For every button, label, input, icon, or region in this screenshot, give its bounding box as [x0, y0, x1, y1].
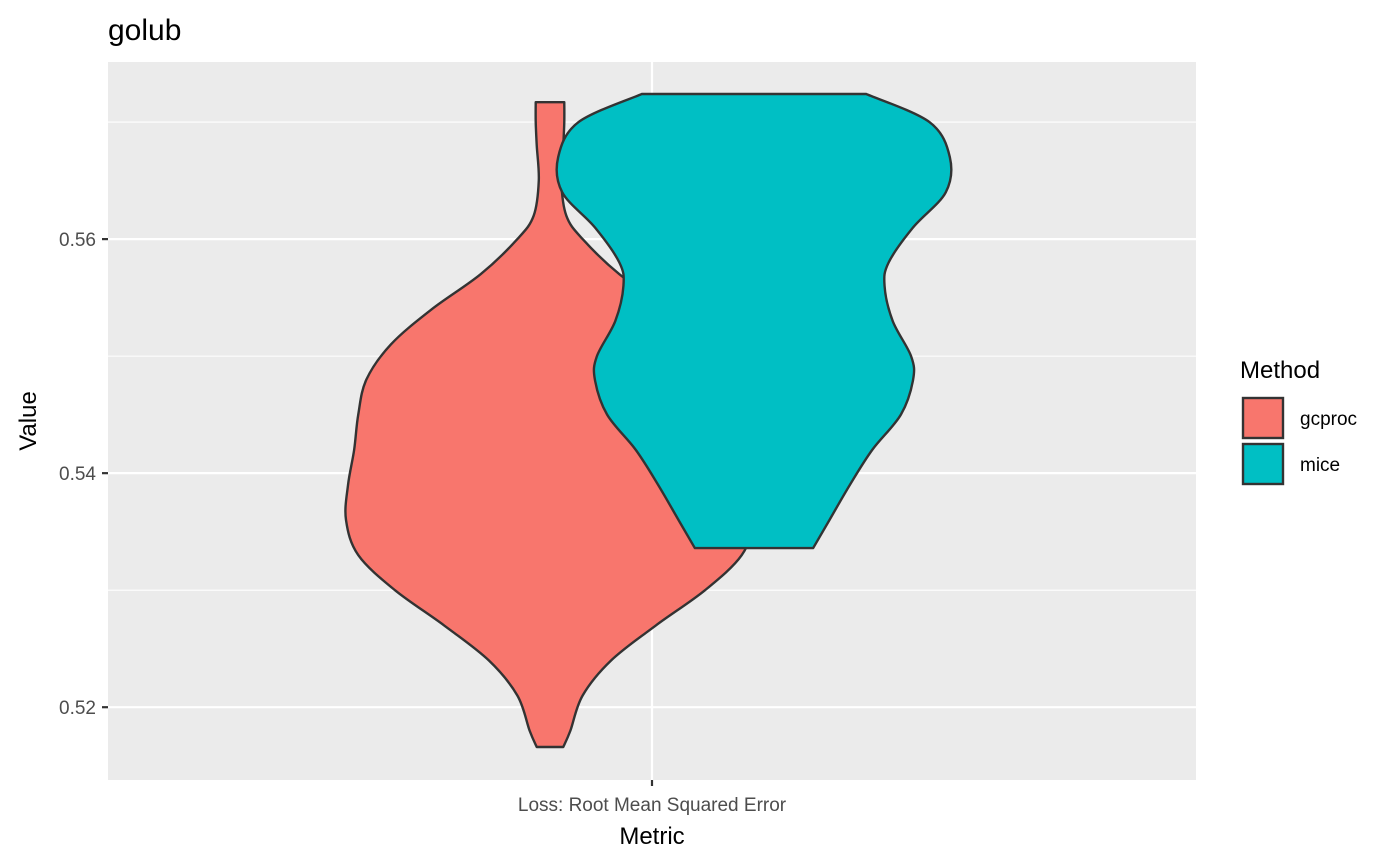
y-tick-label-1: 0.54: [59, 464, 96, 485]
y-axis: 0.52 0.54 0.56: [59, 230, 108, 719]
x-axis-title: Metric: [619, 823, 684, 850]
violin-mice: [555, 92, 953, 550]
x-tick-label: Loss: Root Mean Squared Error: [518, 795, 787, 816]
x-axis: Loss: Root Mean Squared Error: [518, 780, 787, 816]
y-tick-label-0: 0.52: [59, 698, 96, 719]
legend-swatch-gcproc: [1241, 396, 1285, 440]
legend: Method gcproc mice: [1240, 357, 1357, 486]
legend-label-gcproc: gcproc: [1300, 409, 1357, 430]
y-axis-title: Value: [15, 391, 42, 451]
y-tick-label-2: 0.56: [59, 230, 96, 251]
violins: [344, 92, 953, 749]
legend-swatch-mice: [1241, 442, 1285, 486]
legend-title: Method: [1240, 357, 1320, 384]
chart-title: golub: [108, 14, 181, 47]
legend-label-mice: mice: [1300, 455, 1340, 476]
